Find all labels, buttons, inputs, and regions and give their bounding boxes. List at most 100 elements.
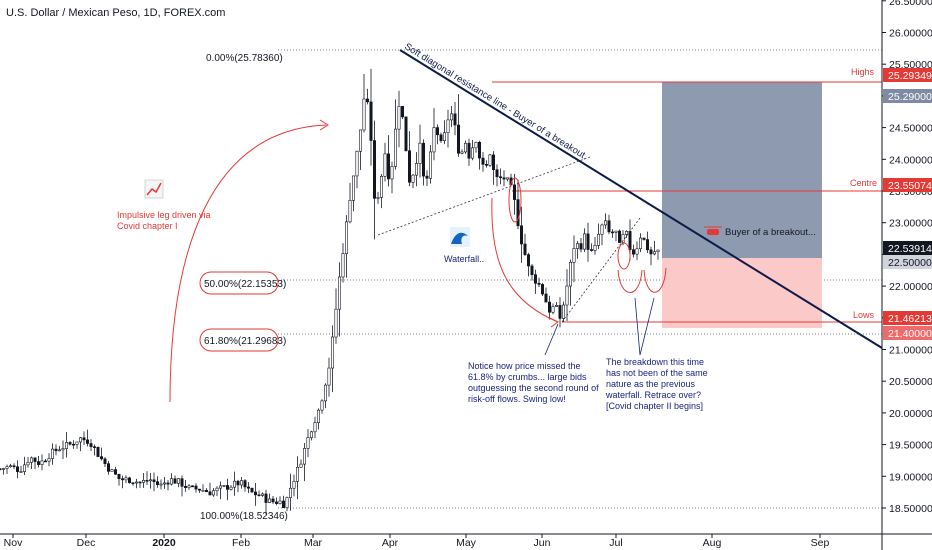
candle-body — [372, 140, 376, 199]
candle-body — [523, 243, 527, 255]
candles-group — [0, 68, 660, 515]
y-tick-label: 21.00000 — [889, 345, 932, 357]
chart-up-icon — [144, 179, 164, 199]
candle-body — [495, 169, 499, 177]
candle-body — [411, 174, 415, 183]
candle-body — [22, 464, 26, 472]
candle-body — [26, 462, 30, 466]
time-axis-ticks: Nov Dec 2020 Feb Mar Apr May Jun Jul Aug Sep — [4, 534, 830, 549]
candle-body — [355, 150, 359, 177]
candle-body — [33, 457, 37, 462]
candle-body — [561, 304, 565, 319]
candle-body — [247, 486, 251, 489]
candle-body — [600, 224, 604, 235]
candle-body — [205, 489, 209, 493]
candle-body — [135, 481, 139, 484]
y-tick-label: 20.00000 — [889, 408, 932, 420]
candle-body — [229, 486, 233, 490]
candle-body — [93, 446, 97, 448]
candle-body — [593, 245, 597, 251]
candle-body — [302, 448, 306, 465]
candle-body — [82, 437, 86, 441]
candle-body — [271, 498, 275, 503]
candle-body — [219, 485, 223, 489]
x-tick-label: Nov — [4, 537, 23, 549]
candle-body — [421, 142, 425, 177]
breakdown-note-1: The breakdown this time — [606, 357, 704, 367]
candle-body — [383, 153, 387, 177]
candle-body — [642, 237, 646, 240]
candle-body — [432, 127, 436, 153]
candle-body — [439, 134, 443, 141]
candle-body — [124, 477, 128, 481]
candle-body — [260, 493, 264, 496]
x-tick-label: May — [456, 537, 477, 549]
candle-body — [267, 498, 271, 503]
candle-body — [456, 124, 460, 154]
price-badge — [883, 326, 932, 340]
candle-body — [47, 458, 51, 462]
candle-body — [397, 105, 401, 130]
price-badges: 25.29349 25.29000 23.55074 22.53914 22.50000… — [883, 68, 932, 340]
x-tick-label: Sep — [811, 537, 830, 549]
candle-body — [226, 485, 230, 490]
candle-body — [358, 129, 362, 152]
impulsive-note-1: Impulsive leg driven via — [117, 210, 211, 220]
candle-body — [309, 431, 313, 438]
candle-body — [390, 166, 394, 180]
candle-body — [72, 443, 76, 446]
candle-body — [100, 456, 104, 460]
candle-body — [236, 480, 240, 486]
breakdown-note-3: nature as the previous — [606, 379, 696, 389]
candle-body — [15, 466, 19, 472]
y-tick-label: 19.50000 — [889, 440, 932, 452]
candle-body — [407, 150, 411, 183]
candle-body — [159, 483, 163, 486]
candle-body — [166, 482, 170, 485]
candle-body — [425, 175, 429, 179]
impulse-arrow — [169, 124, 327, 403]
x-tick-label: Aug — [703, 537, 722, 549]
candle-body — [484, 164, 488, 166]
y-tick-label: 20.50000 — [889, 376, 932, 388]
candle-body — [572, 248, 576, 263]
candle-body — [194, 485, 198, 490]
candle-body — [131, 482, 135, 484]
candle-body — [617, 230, 621, 243]
y-tick-label: 24.00000 — [889, 154, 932, 166]
y-tick-label: 26.50000 — [889, 0, 932, 8]
candle-body — [649, 249, 653, 255]
candle-body — [586, 233, 590, 250]
price-badge — [883, 178, 932, 192]
lower-trendline — [377, 156, 591, 236]
impulsive-note-2: Covid chapter I — [117, 221, 178, 231]
candle-body — [614, 230, 618, 233]
candle-body — [320, 400, 324, 411]
candle-body — [68, 442, 72, 445]
y-tick-label: 24.50000 — [889, 123, 932, 135]
breakdown-pointer-2 — [639, 297, 655, 356]
candle-body — [638, 237, 642, 250]
y-tick-label: 18.50000 — [889, 503, 932, 515]
candle-body — [285, 497, 289, 508]
candle-body — [281, 500, 285, 508]
notice-note-1: Notice how price missed the — [468, 361, 581, 371]
wave-icon — [450, 227, 470, 247]
candle-body — [177, 478, 181, 484]
candle-body — [240, 480, 244, 486]
candle-body — [463, 142, 467, 153]
candle-body — [575, 243, 579, 249]
candle-body — [243, 480, 247, 488]
candle-body — [337, 276, 341, 310]
candle-body — [215, 487, 219, 492]
candle-body — [257, 494, 261, 497]
candle-body — [212, 490, 216, 496]
breakdown-note-2: has not been of the same — [606, 368, 708, 378]
x-tick-label: Dec — [77, 537, 96, 549]
candle-body — [299, 463, 303, 468]
centre-label: Centre — [850, 178, 877, 188]
candle-body — [107, 463, 111, 472]
candle-body — [582, 233, 586, 250]
candle-body — [442, 132, 446, 141]
